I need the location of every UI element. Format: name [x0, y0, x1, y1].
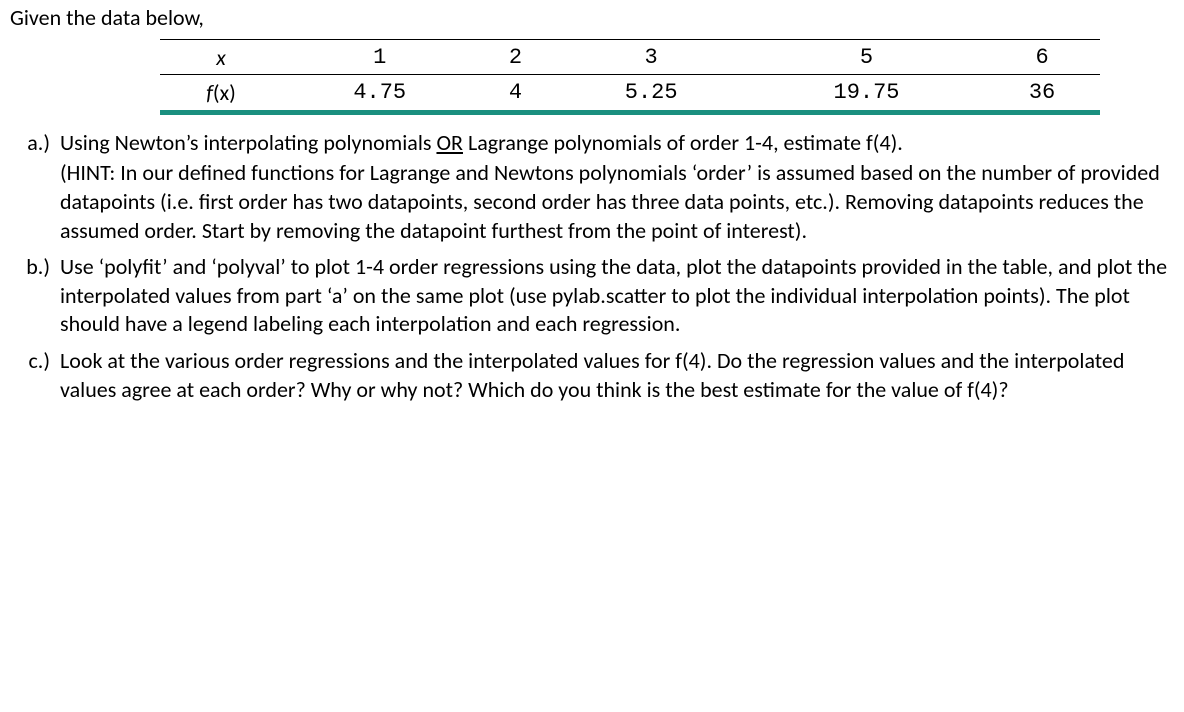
question-c: c.) Look at the various order regression…	[54, 347, 1174, 412]
table-fx-val-2: 5.25	[553, 75, 748, 113]
table-x-val-3: 5	[749, 39, 984, 75]
marker-b: b.)	[14, 253, 50, 282]
q-a-or: OR	[436, 129, 463, 156]
table-x-val-4: 6	[984, 39, 1100, 75]
table-fx-val-3: 19.75	[749, 75, 984, 113]
question-b-text: Use ‘polyfit’ and ‘polyval’ to plot 1-4 …	[60, 253, 1174, 339]
intro-text: Given the data below,	[10, 4, 1174, 33]
marker-c: c.)	[14, 347, 50, 376]
table-value-row: f(x) 4.75 4 5.25 19.75 36	[160, 75, 1100, 113]
question-a: a.) Using Newton’s interpolating polynom…	[54, 129, 1174, 253]
marker-a: a.)	[14, 129, 50, 158]
q-a-post: Lagrange polynomials of order 1-4, estim…	[463, 129, 903, 156]
question-a-line1: Using Newton’s interpolating polynomials…	[60, 129, 1174, 158]
table-x-val-0: 1	[282, 39, 477, 75]
table-x-val-1: 2	[477, 39, 553, 75]
question-c-text: Look at the various order regressions an…	[60, 347, 1174, 404]
table-x-val-2: 3	[553, 39, 748, 75]
question-b: b.) Use ‘polyfit’ and ‘polyval’ to plot …	[54, 253, 1174, 347]
table-fx-val-4: 36	[984, 75, 1100, 113]
table-header-fx: f(x)	[160, 75, 282, 113]
data-table-container: x 1 2 3 5 6 f(x) 4.75 4 5.25 19.75 36	[160, 39, 1100, 115]
table-header-x: x	[160, 39, 282, 75]
data-table: x 1 2 3 5 6 f(x) 4.75 4 5.25 19.75 36	[160, 39, 1100, 115]
problem-page: Given the data below, x 1 2 3 5 6 f(x) 4…	[0, 0, 1184, 422]
question-a-hint: (HINT: In our defined functions for Lagr…	[60, 159, 1174, 245]
question-list: a.) Using Newton’s interpolating polynom…	[10, 129, 1174, 412]
table-fx-val-1: 4	[477, 75, 553, 113]
table-header-row: x 1 2 3 5 6	[160, 39, 1100, 75]
fx-x: (x)	[213, 79, 236, 106]
fx-f: f	[206, 79, 213, 106]
table-fx-val-0: 4.75	[282, 75, 477, 113]
q-a-pre: Using Newton’s interpolating polynomials	[60, 129, 436, 156]
